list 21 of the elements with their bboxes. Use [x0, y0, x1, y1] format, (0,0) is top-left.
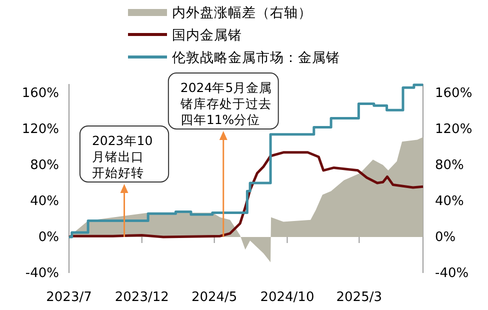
y2-tick-label: 0%	[435, 230, 456, 246]
y-tick-label: 80%	[30, 158, 59, 174]
legend-label: 内外盘涨幅差（右轴）	[172, 5, 312, 21]
annotation: 2024年5月金属锗库存处于过去四年11%分位	[179, 80, 272, 127]
y-tick-label: 120%	[22, 122, 59, 138]
y2-tick-label: 160%	[435, 86, 472, 102]
y2-tick-label: 80%	[435, 158, 464, 174]
y-tick-label: -40%	[25, 266, 59, 282]
x-tick-label: 2023/12	[114, 290, 169, 305]
legend-label: 伦敦战略金属市场：金属锗	[172, 50, 340, 66]
x-tick-label: 2024/5	[191, 290, 238, 305]
x-tick-label: 2024/10	[260, 290, 314, 305]
y-tick-label: 40%	[30, 194, 59, 210]
y2-tick-label: 40%	[435, 194, 464, 210]
y2-tick-label: -40%	[435, 266, 469, 282]
y2-tick-label: 120%	[435, 122, 472, 138]
x-tick-label: 2023/7	[46, 290, 92, 305]
x-tick-label: 2025/3	[336, 290, 382, 305]
legend-label: 国内金属锗	[172, 28, 242, 44]
y-tick-label: 0%	[38, 230, 59, 246]
y-tick-label: 160%	[22, 86, 59, 102]
